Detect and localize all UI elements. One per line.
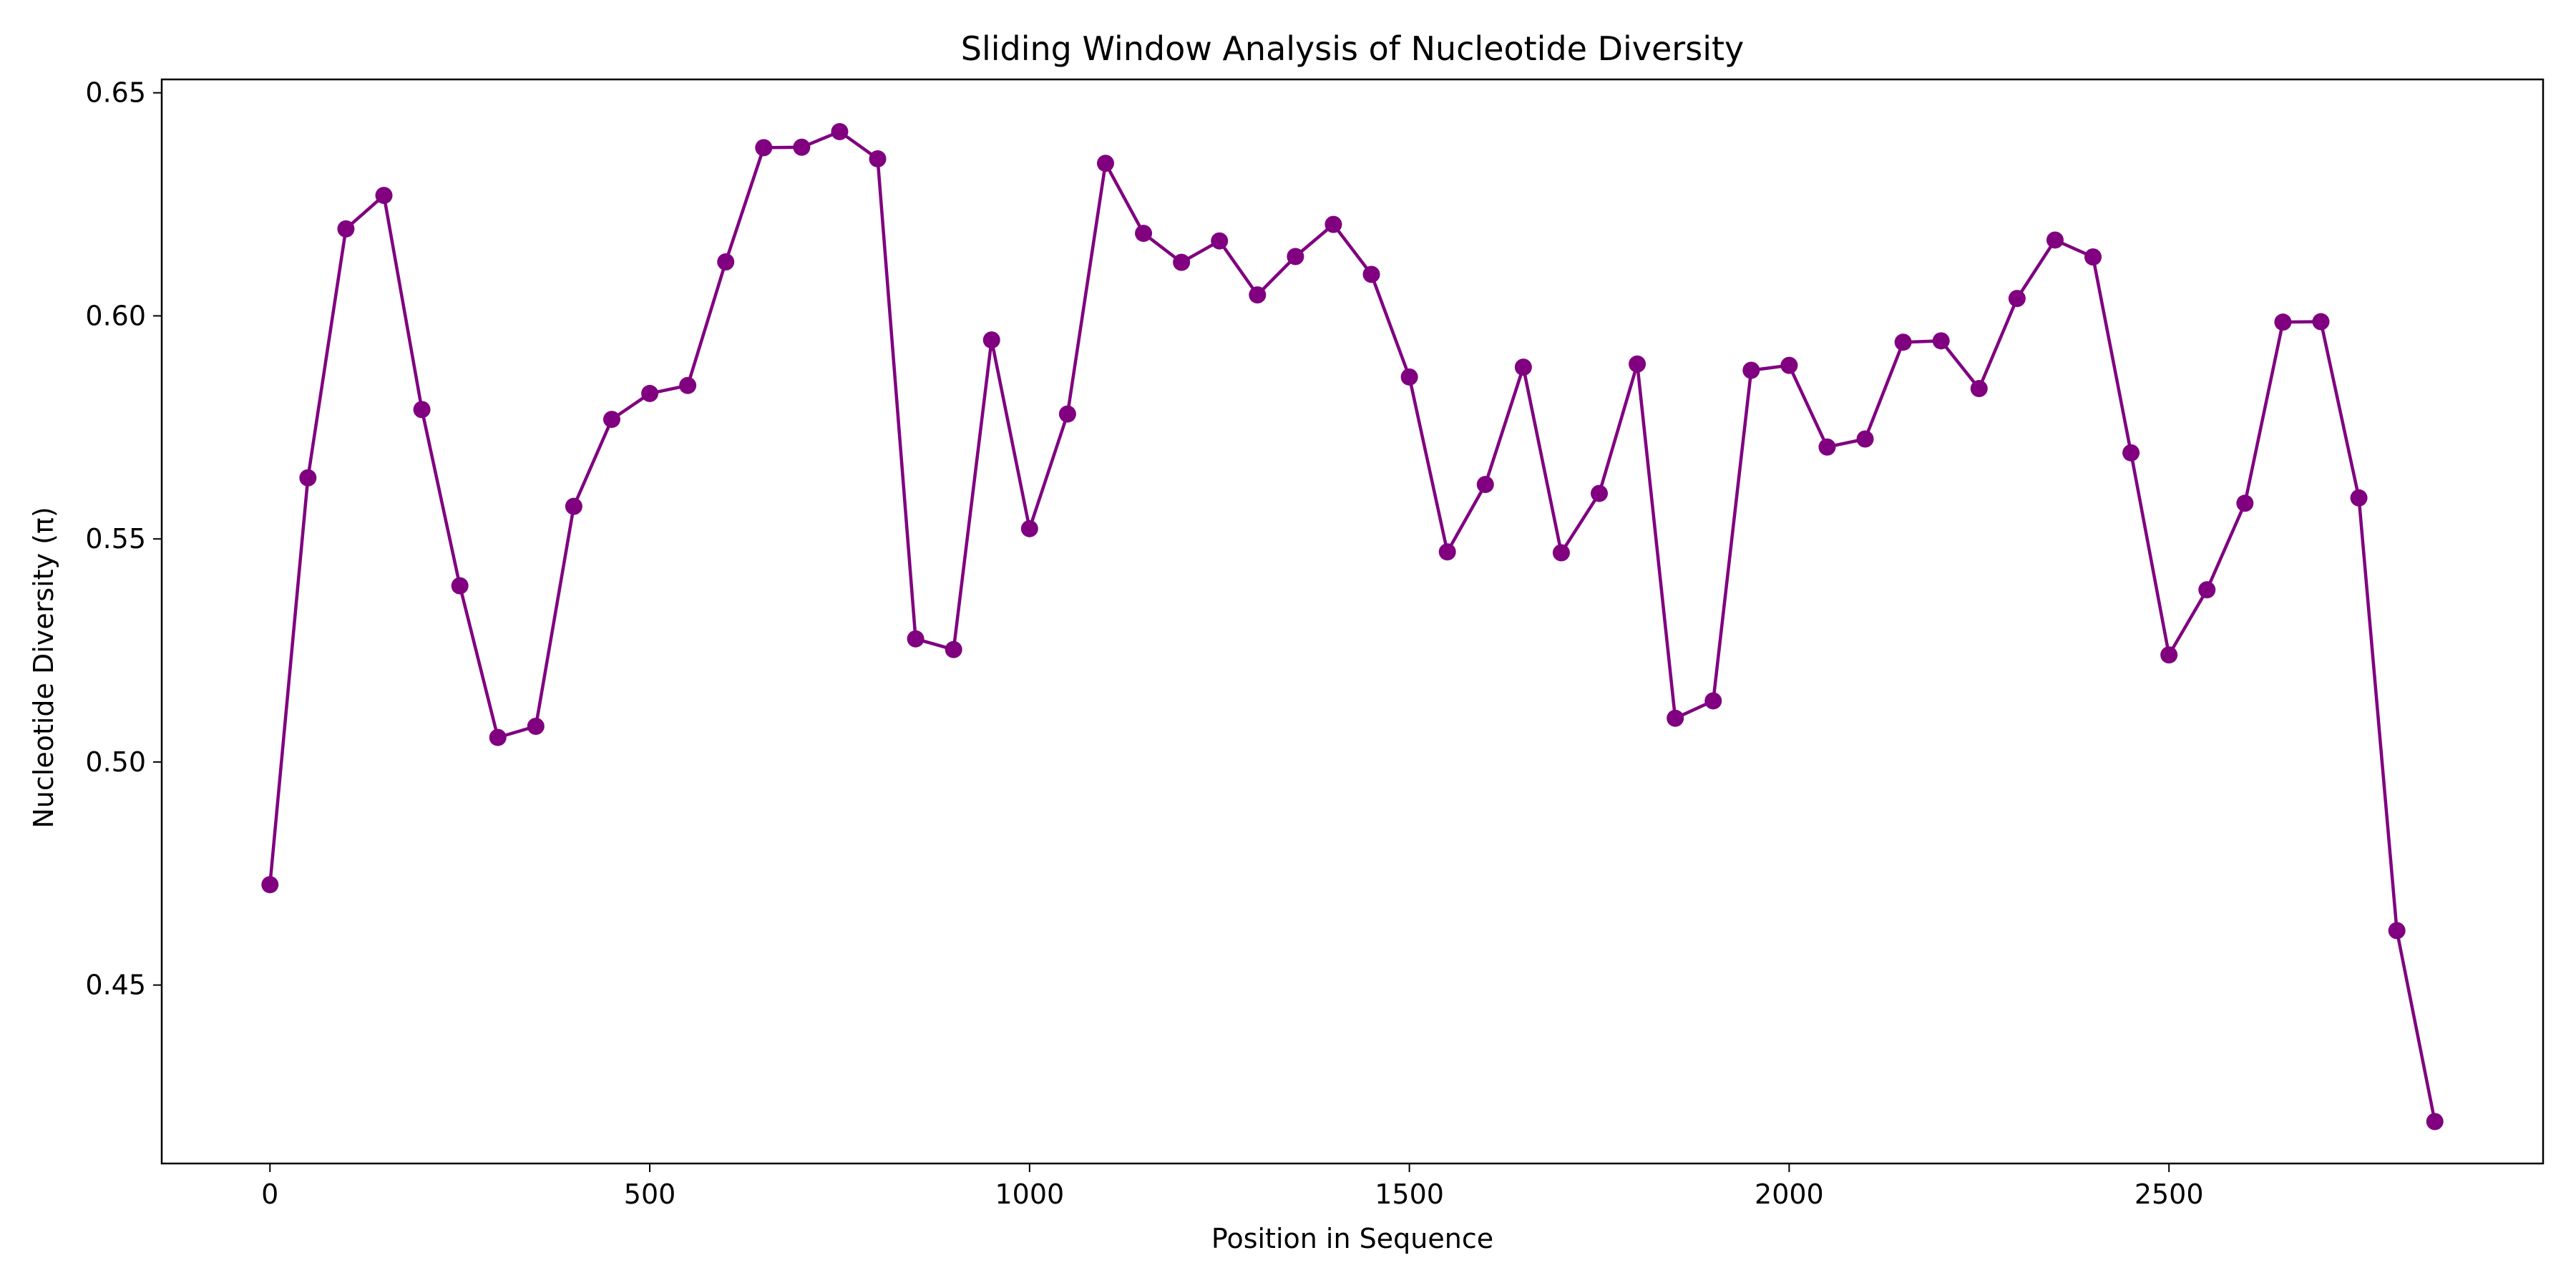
data-point	[755, 139, 773, 157]
data-point	[451, 577, 469, 595]
data-point	[261, 876, 279, 894]
data-point	[337, 220, 355, 238]
x-tick-label: 1500	[1375, 1179, 1444, 1210]
data-point	[1894, 333, 1912, 351]
y-axis-title: Nucleotide Diversity (π)	[28, 507, 59, 828]
y-tick-label: 0.45	[85, 970, 146, 1001]
data-point	[717, 253, 735, 270]
data-point	[1856, 430, 1874, 448]
series-line	[268, 130, 2436, 1123]
chart-title: Sliding Window Analysis of Nucleotide Di…	[961, 29, 1744, 68]
data-point	[1476, 476, 1494, 494]
data-point	[1096, 155, 1114, 172]
data-point	[2388, 922, 2406, 940]
x-tick-label: 500	[624, 1179, 676, 1210]
data-point	[1552, 544, 1570, 562]
data-point	[2350, 489, 2368, 507]
x-tick-label: 1000	[995, 1179, 1064, 1210]
data-point	[1020, 519, 1038, 537]
data-point	[1667, 709, 1684, 727]
data-point	[1591, 484, 1609, 502]
data-point	[565, 497, 582, 515]
y-axis: 0.45 0.50 0.55 0.60 0.65	[85, 77, 162, 1001]
data-point	[413, 401, 431, 419]
x-tick-label: 0	[261, 1179, 278, 1210]
plot-frame	[160, 78, 2545, 1165]
data-point	[2426, 1113, 2444, 1131]
data-point	[1514, 358, 1532, 376]
x-tick-label: 2500	[2135, 1179, 2204, 1210]
data-point	[2274, 313, 2292, 331]
data-point	[2122, 444, 2140, 462]
data-point	[1362, 265, 1380, 283]
data-point	[869, 150, 887, 167]
data-point	[1211, 232, 1229, 250]
x-axis-title: Position in Sequence	[1211, 1223, 1493, 1254]
y-tick-label: 0.50	[85, 746, 146, 778]
data-point	[1135, 225, 1153, 243]
series-group	[261, 122, 2444, 1131]
data-point	[831, 122, 849, 140]
data-point	[527, 718, 545, 736]
data-point	[1780, 356, 1798, 374]
data-point	[1324, 215, 1342, 233]
data-point	[2160, 646, 2178, 664]
data-point	[1058, 405, 1076, 423]
data-point	[299, 469, 317, 487]
data-point	[1818, 438, 1836, 456]
data-point	[1287, 248, 1304, 265]
data-point	[2046, 231, 2064, 249]
x-axis: 0 500 1000 1500 2000 2500	[261, 1163, 2204, 1210]
data-point	[375, 187, 393, 205]
data-point	[793, 138, 811, 156]
data-point	[2312, 313, 2330, 331]
x-tick-label: 2000	[1755, 1179, 1824, 1210]
y-tick-label: 0.55	[85, 523, 146, 555]
data-point	[1932, 332, 1950, 350]
data-point	[1742, 361, 1760, 379]
data-point	[1400, 368, 1418, 386]
y-tick-label: 0.65	[85, 77, 146, 109]
data-point	[982, 331, 1000, 349]
y-tick-label: 0.60	[85, 300, 146, 331]
data-point	[2084, 248, 2102, 266]
data-point	[2198, 581, 2216, 599]
data-point	[1173, 253, 1191, 271]
data-point	[1629, 355, 1646, 373]
data-point	[2008, 290, 2026, 308]
data-point	[907, 630, 924, 648]
data-point	[1249, 286, 1267, 304]
data-point	[679, 376, 697, 394]
data-point	[945, 640, 962, 658]
data-point	[1704, 692, 1722, 710]
data-point	[2236, 494, 2254, 512]
data-point	[602, 411, 620, 429]
data-point	[489, 728, 507, 746]
data-point	[1438, 543, 1456, 561]
data-point	[1970, 380, 1988, 398]
data-point	[641, 384, 659, 402]
